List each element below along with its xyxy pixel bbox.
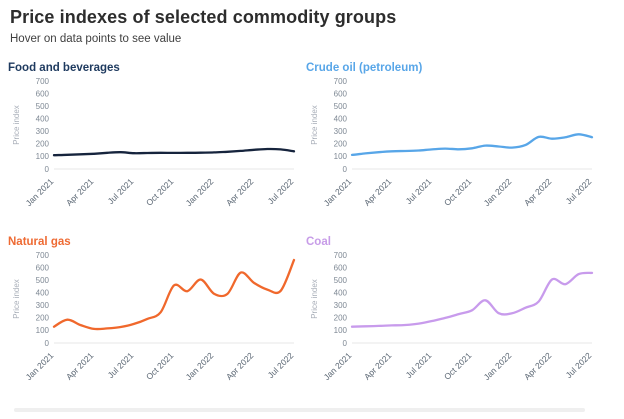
x-tick-label: Apr 2022 [522,350,554,382]
x-tick-label: Jan 2022 [184,350,216,382]
y-axis-label: Price index [310,105,319,145]
x-tick-label: Apr 2021 [64,176,96,208]
y-tick-label: 400 [36,115,50,124]
x-tick-label: Jan 2021 [24,350,56,382]
x-tick-label: Jul 2021 [106,350,136,380]
y-tick-label: 0 [45,165,50,174]
page-subtitle: Hover on data points to see value [10,33,182,45]
x-tick-label: Oct 2021 [144,350,176,382]
x-tick-label: Oct 2021 [442,176,474,208]
horizontal-scrollbar-track[interactable] [14,408,585,412]
y-tick-label: 200 [334,314,348,323]
x-tick-label: Jul 2021 [404,176,434,206]
x-tick-label: Jan 2022 [184,176,216,208]
x-tick-label: Apr 2021 [64,350,96,382]
x-tick-label: Apr 2022 [224,350,256,382]
chart-panel-natural-gas: Natural gas 0 100 200 300 400 500 600 700 Price … [8,236,308,408]
chart-title-natural-gas: Natural gas [8,236,71,248]
y-tick-label: 700 [36,77,50,86]
chart-panel-crude-oil: Crude oil (petroleum) 0 100 200 300 400 500 60… [306,62,606,234]
x-tick-label: Jan 2022 [482,350,514,382]
x-tick-label: Jan 2022 [482,176,514,208]
line-chart-crude-oil[interactable]: 0 100 200 300 400 500 600 700 Price index Jan 202… [306,75,602,227]
x-tick-label: Jul 2022 [564,350,594,380]
y-tick-label: 200 [36,140,50,149]
y-tick-label: 300 [334,127,348,136]
y-tick-label: 300 [36,301,50,310]
x-tick-label: Jul 2022 [564,176,594,206]
y-tick-label: 0 [45,339,50,348]
y-tick-label: 500 [36,102,50,111]
line-chart-natural-gas[interactable]: 0 100 200 300 400 500 600 700 Price index Jan 202… [8,249,304,401]
y-tick-label: 400 [334,289,348,298]
x-tick-label: Jan 2021 [322,176,354,208]
data-series-line[interactable] [350,271,594,328]
y-tick-label: 500 [36,276,50,285]
x-tick-label: Jul 2021 [106,176,136,206]
line-chart-coal[interactable]: 0 100 200 300 400 500 600 700 Price index Jan 202… [306,249,602,401]
line-chart-food-and-beverages[interactable]: 0 100 200 300 400 500 600 700 Price index Jan 202… [8,75,304,227]
y-axis-label: Price index [12,279,21,319]
data-series-line[interactable] [52,258,296,331]
chart-title-coal: Coal [306,236,331,248]
x-tick-label: Jul 2021 [404,350,434,380]
chart-title-food-and-beverages: Food and beverages [8,62,120,74]
y-tick-label: 100 [36,152,50,161]
y-tick-label: 600 [36,89,50,98]
page-header: Price indexes of selected commodity grou… [10,7,396,45]
x-tick-label: Oct 2021 [144,176,176,208]
y-tick-label: 0 [343,339,348,348]
y-tick-label: 600 [334,263,348,272]
y-tick-label: 300 [334,301,348,310]
y-tick-label: 400 [36,289,50,298]
chart-panel-food-and-beverages: Food and beverages 0 100 200 300 400 500 600 70… [8,62,308,234]
x-tick-label: Apr 2021 [362,350,394,382]
x-tick-label: Apr 2021 [362,176,394,208]
x-tick-label: Apr 2022 [224,176,256,208]
y-tick-label: 500 [334,276,348,285]
y-tick-label: 600 [334,89,348,98]
page-title: Price indexes of selected commodity grou… [10,7,397,27]
chart-panel-coal: Coal 0 100 200 300 400 500 600 700 Price index Ja… [306,236,606,408]
data-series-line[interactable] [350,133,594,157]
x-tick-label: Jan 2021 [322,350,354,382]
y-tick-label: 200 [36,314,50,323]
y-tick-label: 100 [36,326,50,335]
y-tick-label: 100 [334,326,348,335]
data-series-line[interactable] [52,147,296,157]
y-tick-label: 700 [334,77,348,86]
y-tick-label: 600 [36,263,50,272]
x-tick-label: Apr 2022 [522,176,554,208]
chart-title-crude-oil: Crude oil (petroleum) [306,62,423,74]
y-tick-label: 0 [343,165,348,174]
x-tick-label: Jul 2022 [266,350,296,380]
y-axis-label: Price index [12,105,21,145]
x-tick-label: Oct 2021 [442,350,474,382]
y-tick-label: 700 [36,251,50,260]
y-tick-label: 500 [334,102,348,111]
y-tick-label: 100 [334,152,348,161]
x-tick-label: Jul 2022 [266,176,296,206]
y-axis-label: Price index [310,279,319,319]
y-tick-label: 400 [334,115,348,124]
y-tick-label: 700 [334,251,348,260]
x-tick-label: Jan 2021 [24,176,56,208]
y-tick-label: 300 [36,127,50,136]
y-tick-label: 200 [334,140,348,149]
